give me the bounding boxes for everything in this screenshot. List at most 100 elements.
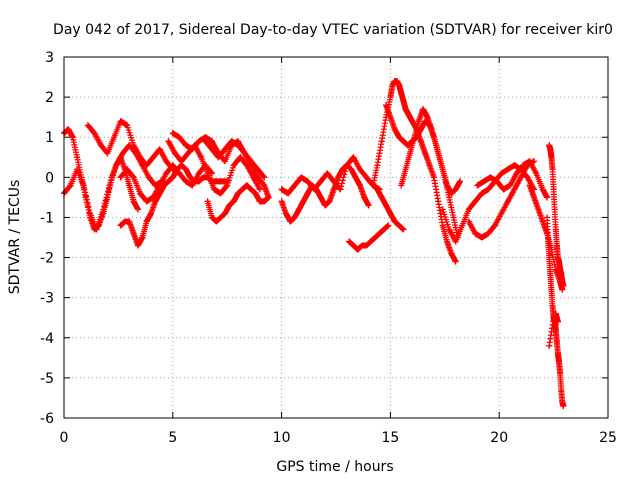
data-point	[472, 230, 479, 237]
y-tick-label: -5	[40, 371, 54, 387]
series-arc-13	[369, 78, 459, 265]
data-point	[411, 134, 418, 141]
data-point	[446, 194, 453, 201]
data-point	[550, 186, 557, 193]
data-point	[113, 162, 120, 169]
data-point	[169, 162, 176, 169]
data-point	[376, 230, 383, 237]
data-point	[545, 238, 552, 245]
data-point	[150, 194, 157, 201]
data-point	[191, 142, 198, 149]
x-tick-label: 25	[599, 430, 617, 446]
data-point	[511, 162, 518, 169]
data-point	[143, 198, 150, 205]
data-point	[124, 122, 131, 129]
data-point	[130, 230, 137, 237]
data-point	[226, 202, 233, 209]
data-point	[143, 162, 150, 169]
data-point	[548, 286, 555, 293]
data-point	[439, 222, 446, 229]
x-axis-label: GPS time / hours	[276, 459, 393, 475]
data-point	[211, 186, 218, 193]
data-point	[511, 186, 518, 193]
data-point	[317, 194, 324, 201]
data-point	[507, 182, 514, 189]
data-point	[208, 146, 215, 153]
series-arc-15	[374, 186, 407, 233]
y-tick-label: 3	[45, 50, 54, 66]
data-point	[504, 198, 511, 205]
data-point	[130, 174, 137, 181]
data-point	[130, 142, 137, 149]
data-point	[261, 174, 268, 181]
data-point	[459, 222, 466, 229]
y-tick-label: -6	[40, 411, 54, 427]
data-point	[424, 114, 431, 121]
data-point	[391, 126, 398, 133]
series-arc-10	[278, 162, 372, 225]
data-point	[553, 242, 560, 249]
data-point	[552, 226, 559, 233]
data-point	[387, 210, 394, 217]
data-point	[217, 190, 224, 197]
data-point	[230, 198, 237, 205]
data-point	[134, 242, 141, 249]
data-point	[546, 254, 553, 261]
series-arc-3	[84, 118, 183, 177]
data-point	[215, 154, 222, 161]
data-point	[513, 170, 520, 177]
data-point	[326, 198, 333, 205]
data-point	[335, 174, 342, 181]
data-points	[61, 78, 567, 409]
tick-marks	[63, 56, 609, 419]
series-arc-11	[278, 154, 383, 197]
data-point	[452, 238, 459, 245]
data-point	[441, 174, 448, 181]
data-point	[559, 398, 566, 405]
data-point	[187, 174, 194, 181]
data-point	[330, 186, 337, 193]
y-tick-label: -1	[40, 210, 54, 226]
data-point	[152, 198, 159, 205]
data-point	[143, 218, 150, 225]
data-point	[189, 182, 196, 189]
data-point	[558, 270, 565, 277]
data-point	[556, 258, 563, 265]
data-point	[119, 150, 126, 157]
data-point	[350, 242, 357, 249]
data-point	[426, 162, 433, 169]
data-point	[406, 150, 413, 157]
data-point	[560, 402, 567, 409]
data-point	[554, 254, 561, 261]
data-point	[322, 202, 329, 209]
data-point	[526, 182, 533, 189]
data-point	[208, 138, 215, 145]
data-point	[472, 198, 479, 205]
data-point	[402, 166, 409, 173]
data-point	[237, 154, 244, 161]
data-point	[222, 146, 229, 153]
data-point	[300, 198, 307, 205]
data-point	[195, 170, 202, 177]
data-point	[165, 178, 172, 185]
data-point	[208, 170, 215, 177]
data-point	[352, 174, 359, 181]
data-point	[291, 214, 298, 221]
data-point	[369, 182, 376, 189]
data-point	[124, 166, 131, 173]
data-point	[93, 226, 100, 233]
data-point	[544, 214, 551, 221]
data-point	[383, 202, 390, 209]
x-tick-label: 20	[490, 430, 508, 446]
data-point	[391, 218, 398, 225]
data-point	[235, 190, 242, 197]
data-point	[80, 182, 87, 189]
data-point	[337, 186, 344, 193]
y-tick-label: 1	[45, 130, 54, 146]
data-point	[324, 170, 331, 177]
plot-border	[63, 56, 609, 419]
data-point	[546, 342, 553, 349]
data-point	[117, 174, 124, 181]
data-point	[363, 242, 370, 249]
data-point	[278, 198, 285, 205]
